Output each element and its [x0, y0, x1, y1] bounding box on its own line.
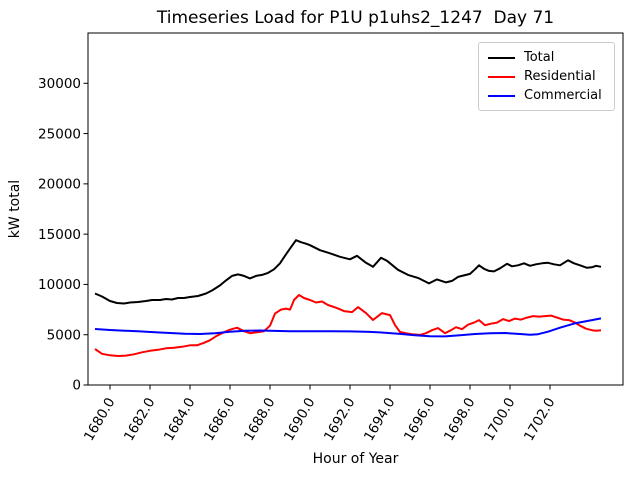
x-tick-label: 1680.0 [81, 395, 118, 444]
legend-item-residential: Residential [488, 67, 605, 86]
total-line [94, 239, 602, 305]
y-tick-label: 10000 [38, 277, 81, 293]
y-tick-label: 30000 [38, 76, 81, 92]
x-tick-label: 1698.0 [441, 395, 478, 444]
legend: Total Residential Commercial [478, 42, 615, 111]
x-axis-label: Hour of Year [312, 451, 399, 467]
total-line-swatch [488, 56, 515, 59]
legend-item-total: Total [488, 48, 605, 67]
y-axis-label: kW total [7, 179, 23, 239]
x-tick-label: 1684.0 [161, 395, 198, 444]
legend-item-commercial: Commercial [488, 86, 605, 105]
y-tick-label: 25000 [38, 126, 81, 142]
plot-frame [87, 32, 624, 386]
x-tick-label: 1702.0 [521, 395, 558, 444]
commercial-line [94, 317, 602, 338]
x-tick-label: 1694.0 [361, 395, 398, 444]
legend-label-commercial: Commercial [524, 88, 602, 103]
x-tick-label: 1686.0 [201, 395, 238, 444]
chart-title: Timeseries Load for P1U p1uhs2_1247 Day … [156, 8, 555, 28]
x-tick-label: 1700.0 [481, 395, 518, 444]
y-tick-label: 5000 [47, 327, 81, 343]
residential-line [94, 294, 602, 357]
y-tick-label: 0 [72, 378, 81, 394]
legend-label-total: Total [524, 50, 555, 65]
x-tick-label: 1696.0 [401, 395, 438, 444]
y-tick-label: 20000 [38, 177, 81, 193]
x-tick-label: 1690.0 [281, 395, 318, 444]
x-tick-label: 1688.0 [241, 395, 278, 444]
x-tick-label: 1682.0 [121, 395, 158, 444]
y-tick-label: 15000 [38, 227, 81, 243]
x-tick-label: 1692.0 [321, 395, 358, 444]
legend-label-residential: Residential [524, 69, 596, 84]
commercial-line-swatch [488, 94, 515, 97]
residential-line-swatch [488, 75, 515, 78]
